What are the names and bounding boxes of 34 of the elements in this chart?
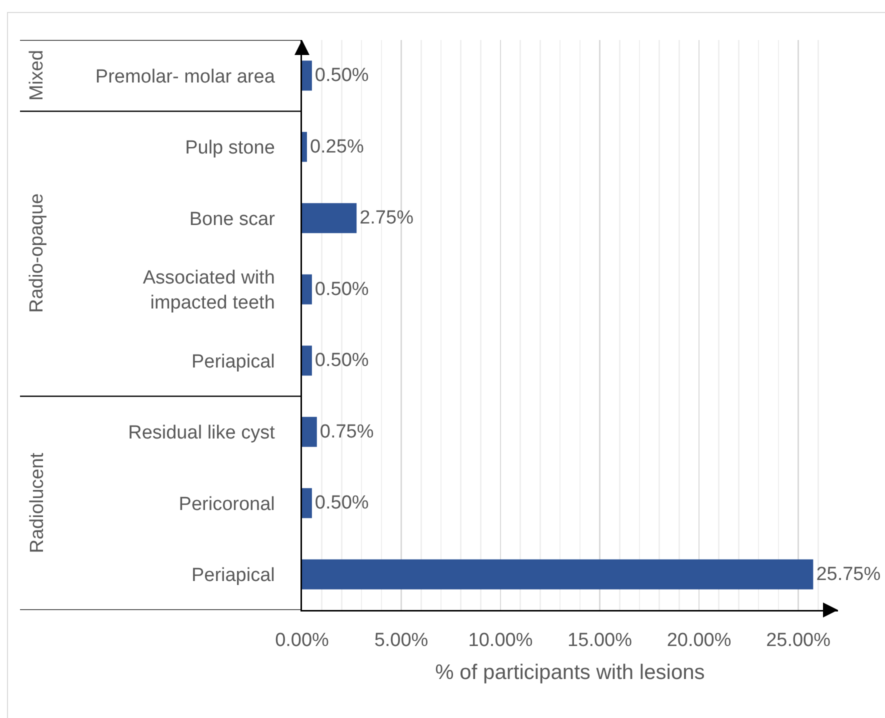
bar bbox=[302, 416, 317, 447]
bar bbox=[302, 132, 307, 162]
bar bbox=[302, 346, 312, 376]
y-tick-label: Residual like cyst bbox=[128, 422, 276, 444]
text: Radio-opaque bbox=[26, 193, 48, 313]
y-tick-label: Bone scar bbox=[189, 208, 276, 230]
bar bbox=[302, 203, 357, 234]
bar bbox=[302, 60, 312, 91]
x-tick-label: 10.00% bbox=[468, 630, 533, 652]
data-label: 0.50% bbox=[314, 350, 369, 372]
bar bbox=[302, 559, 814, 590]
data-label: 25.75% bbox=[816, 564, 881, 585]
x-tick-label: 0.00% bbox=[275, 630, 330, 652]
data-label: 0.50% bbox=[314, 492, 369, 514]
y-tick-label: Pulp stone bbox=[185, 138, 275, 159]
bar bbox=[302, 274, 312, 304]
y-tick-label: Periapical bbox=[191, 351, 275, 372]
x-tick-label: 25.00% bbox=[766, 630, 831, 652]
x-tick-label: 15.00% bbox=[568, 630, 632, 652]
bar bbox=[302, 488, 312, 518]
y-tick-label: Premolar- molar area bbox=[95, 66, 276, 88]
y-tick-label: Periapical bbox=[191, 565, 275, 586]
x-tick-label: 5.00% bbox=[374, 630, 428, 652]
data-label: 0.25% bbox=[310, 136, 364, 158]
data-label: 0.50% bbox=[314, 278, 369, 300]
data-label: 0.50% bbox=[314, 65, 369, 86]
data-label: 2.75% bbox=[360, 208, 414, 229]
text: Mixed bbox=[26, 50, 48, 101]
y-tick-label: Pericoronal bbox=[178, 494, 275, 515]
y-tick-label: Associated with impacted teeth bbox=[142, 268, 275, 314]
x-tick-label: 20.00% bbox=[666, 630, 732, 652]
text: Radiolucent bbox=[26, 452, 48, 554]
x-axis-title: % of participants with lesions bbox=[435, 661, 705, 684]
data-label: 0.75% bbox=[320, 421, 374, 442]
